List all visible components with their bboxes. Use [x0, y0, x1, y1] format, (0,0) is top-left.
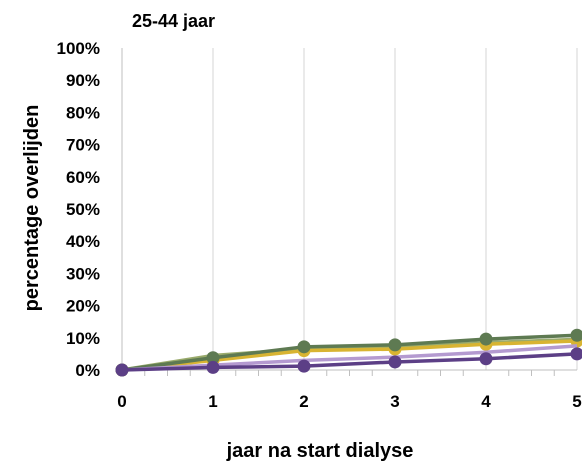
- data-point: [479, 352, 493, 366]
- y-axis-title: percentage overlijden: [21, 105, 43, 312]
- grid: [212, 48, 578, 370]
- data-point: [388, 338, 402, 352]
- data-point: [388, 355, 402, 369]
- y-tick-label: 0%: [75, 361, 100, 380]
- data-point: [206, 351, 220, 365]
- data-point: [206, 360, 220, 374]
- y-tick-label: 80%: [66, 103, 100, 122]
- y-tick-label: 10%: [66, 329, 100, 348]
- series-4: [121, 344, 578, 372]
- x-tick-label: 1: [208, 392, 217, 411]
- y-tick-label: 30%: [66, 264, 100, 283]
- y-tick-label: 20%: [66, 297, 100, 316]
- x-tick-label: 2: [299, 392, 308, 411]
- data-point: [570, 347, 582, 361]
- series-line: [121, 352, 578, 372]
- y-tick-label: 90%: [66, 71, 100, 90]
- y-axis: 0% 10% 20% 30% 40% 50% 60% 70% 80% 90% 100%: [57, 39, 123, 380]
- data-point: [115, 363, 129, 377]
- data-point: [297, 359, 311, 373]
- y-tick-label: 70%: [66, 136, 100, 155]
- series-line: [121, 333, 578, 372]
- data-point: [570, 328, 582, 342]
- series-line: [121, 344, 578, 372]
- y-tick-label: 50%: [66, 200, 100, 219]
- x-tick-label: 3: [390, 392, 399, 411]
- x-axis-title: jaar na start dialyse: [226, 440, 414, 462]
- data-point: [479, 332, 493, 346]
- x-tick-label: 5: [572, 392, 581, 411]
- series-5: [115, 347, 582, 377]
- series-group: [115, 328, 582, 377]
- x-tick-label: 0: [117, 392, 126, 411]
- data-point: [297, 340, 311, 354]
- x-axis: 0 1 2 3 4 5: [117, 369, 582, 411]
- y-tick-label: 60%: [66, 168, 100, 187]
- chart-title: 25-44 jaar: [132, 11, 215, 31]
- y-tick-label: 100%: [57, 39, 100, 58]
- series-line: [121, 339, 578, 372]
- y-tick-label: 40%: [66, 232, 100, 251]
- x-tick-label: 4: [481, 392, 491, 411]
